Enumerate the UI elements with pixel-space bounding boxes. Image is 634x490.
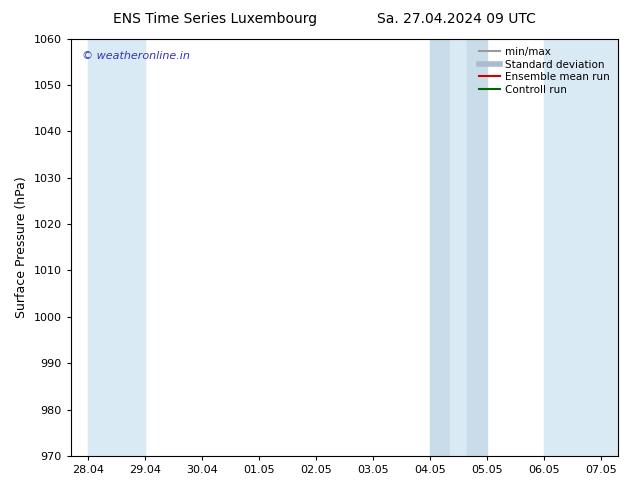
Bar [545,39,619,456]
Bar [88,39,145,456]
Bar [467,39,488,456]
Legend: min/max, Standard deviation, Ensemble mean run, Controll run: min/max, Standard deviation, Ensemble me… [476,44,613,98]
Bar [450,39,467,456]
Text: Sa. 27.04.2024 09 UTC: Sa. 27.04.2024 09 UTC [377,12,536,26]
Y-axis label: Surface Pressure (hPa): Surface Pressure (hPa) [15,176,28,318]
Text: ENS Time Series Luxembourg: ENS Time Series Luxembourg [113,12,318,26]
Bar [430,39,450,456]
Text: © weatheronline.in: © weatheronline.in [82,51,190,61]
